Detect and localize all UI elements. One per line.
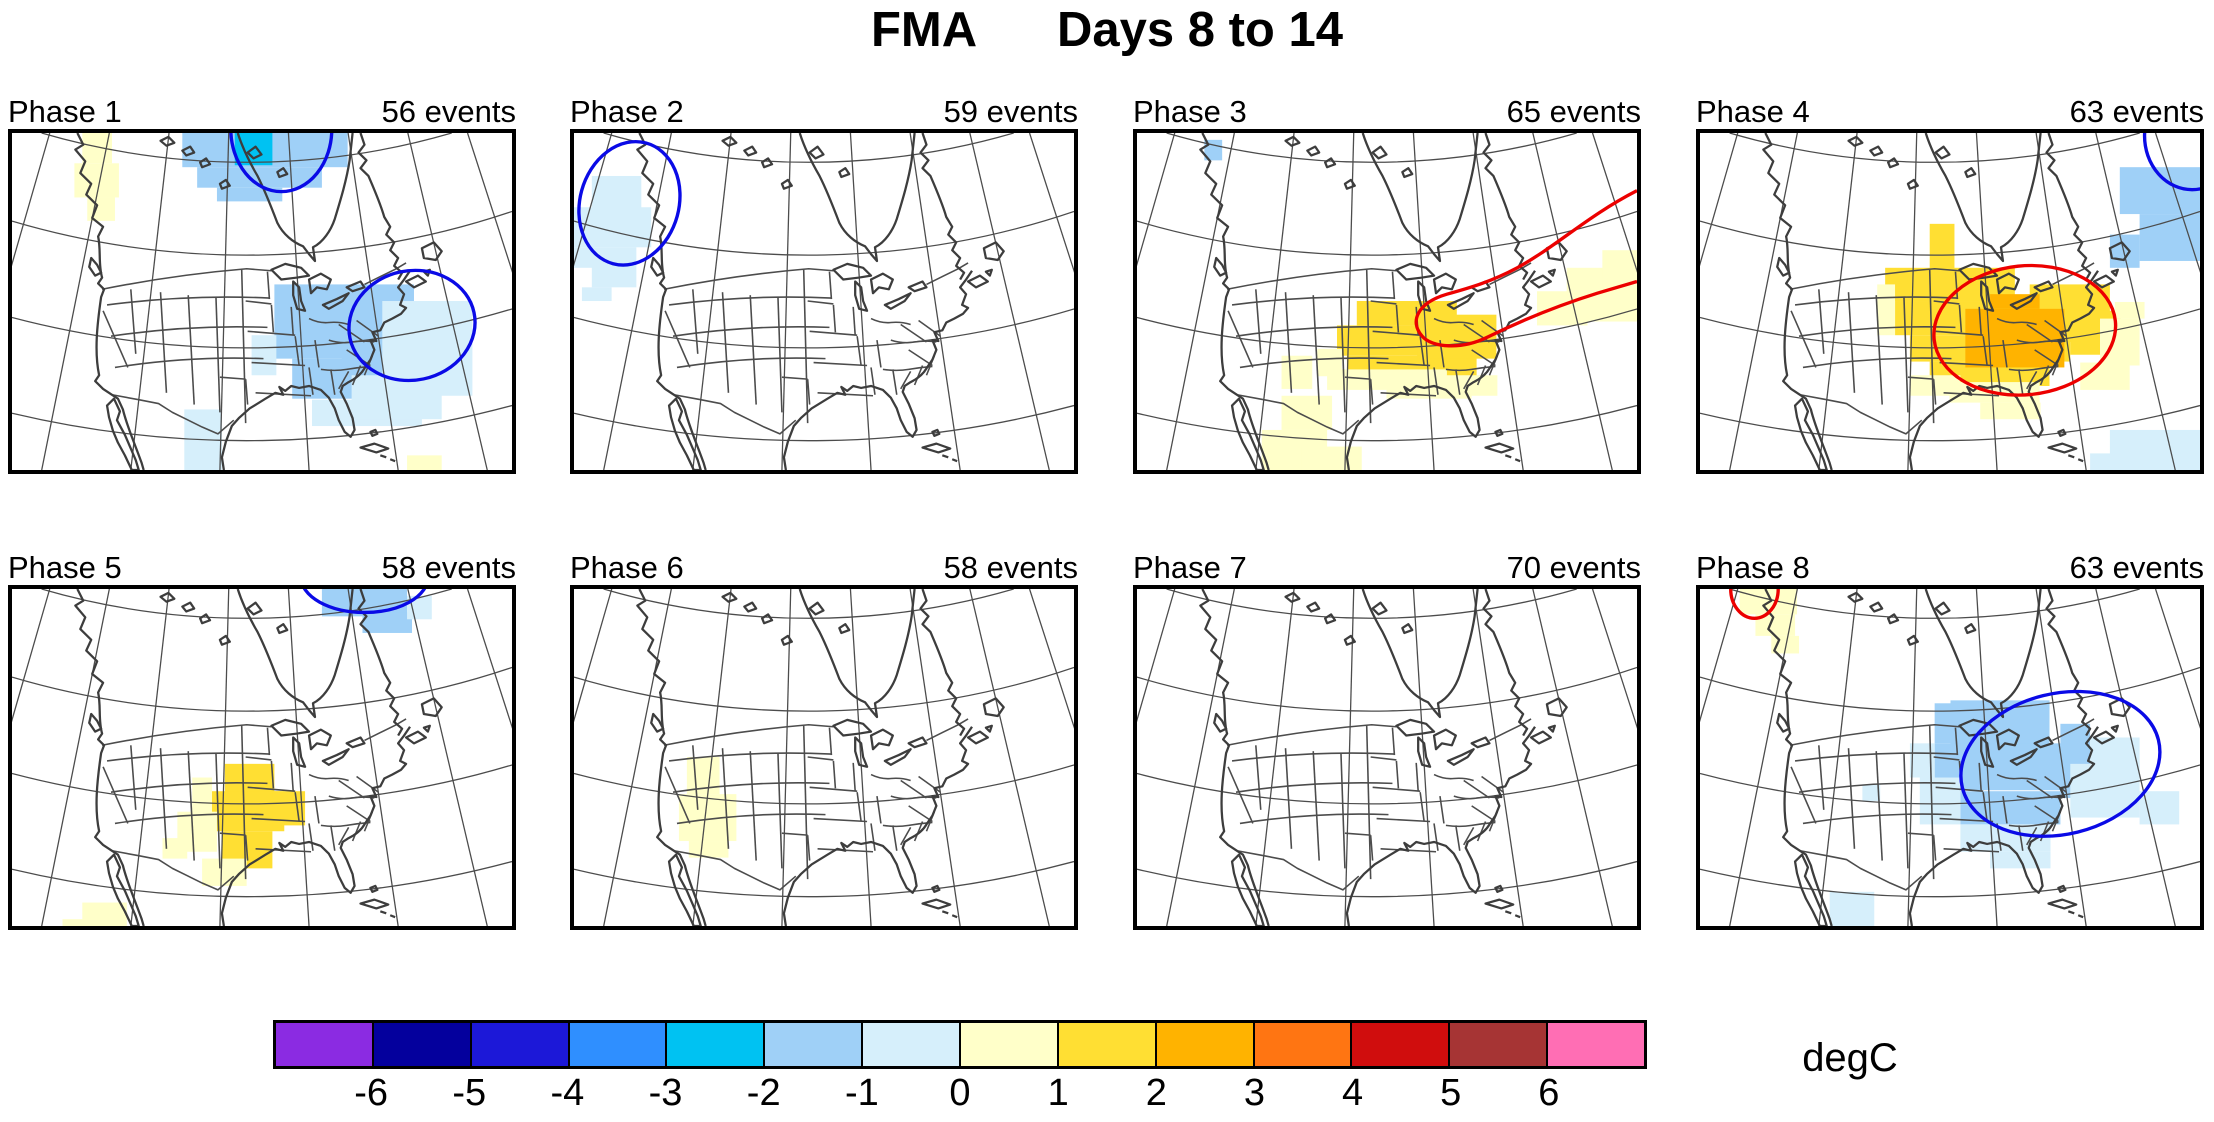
colorbar-tick--6: -6: [354, 1072, 389, 1114]
colorbar-tick-5: 5: [1440, 1072, 1462, 1114]
phase-label: Phase 8: [1696, 550, 1810, 585]
colorbar-tick--1: -1: [844, 1072, 879, 1114]
colorbar-cell-7: [861, 1023, 960, 1066]
phase-label: Phase 3: [1133, 94, 1247, 129]
colorbar-tick-0: 0: [949, 1072, 971, 1114]
colorbar-cell-11: [1252, 1023, 1351, 1066]
anomaly-map: [8, 129, 516, 474]
phase-label: Phase 7: [1133, 550, 1247, 585]
colorbar-tick-2: 2: [1145, 1072, 1167, 1114]
colorbar-cell-2: [371, 1023, 470, 1066]
colorbar-cell-8: [959, 1023, 1057, 1066]
panel-header: Phase 7 70 events: [1133, 551, 1641, 585]
colorbar-tick-4: 4: [1341, 1072, 1364, 1114]
colorbar-cell-10: [1154, 1023, 1253, 1066]
panel-header: Phase 4 63 events: [1696, 95, 2204, 129]
event-count: 63 events: [2069, 550, 2204, 585]
colorbar-cell-5: [665, 1023, 764, 1066]
phase-panel-1: Phase 1 56 events: [8, 95, 516, 477]
colorbar-tick-1: 1: [1047, 1072, 1069, 1114]
anomaly-map: [1696, 129, 2204, 474]
event-count: 63 events: [2069, 94, 2204, 129]
colorbar-cell-13: [1448, 1023, 1547, 1066]
anomaly-map: [570, 129, 1078, 474]
panel-header: Phase 1 56 events: [8, 95, 516, 129]
colorbar-cell-1: [276, 1023, 372, 1066]
colorbar-cell-9: [1056, 1023, 1155, 1066]
anomaly-map: [1696, 585, 2204, 930]
panel-header: Phase 2 59 events: [570, 95, 1078, 129]
phase-label: Phase 6: [570, 550, 684, 585]
phase-panel-7: Phase 7 70 events: [1133, 551, 1641, 933]
anomaly-map: [570, 585, 1078, 930]
event-count: 65 events: [1506, 94, 1641, 129]
panel-header: Phase 6 58 events: [570, 551, 1078, 585]
panel-header: Phase 8 63 events: [1696, 551, 2204, 585]
colorbar-cell-6: [763, 1023, 862, 1066]
colorbar: [273, 1020, 1647, 1069]
event-count: 56 events: [381, 94, 516, 129]
colorbar-tick--3: -3: [648, 1072, 683, 1114]
phase-panel-5: Phase 5 58 events: [8, 551, 516, 933]
panel-header: Phase 5 58 events: [8, 551, 516, 585]
figure-title: FMA Days 8 to 14: [871, 3, 1343, 57]
event-count: 58 events: [943, 550, 1078, 585]
colorbar-cell-4: [567, 1023, 666, 1066]
event-count: 70 events: [1506, 550, 1641, 585]
phase-panel-6: Phase 6 58 events: [570, 551, 1078, 933]
colorbar-cell-3: [469, 1023, 568, 1066]
colorbar-tick-3: 3: [1243, 1072, 1265, 1114]
colorbar-cell-12: [1350, 1023, 1449, 1066]
anomaly-map: [1133, 585, 1641, 930]
phase-panel-4: Phase 4 63 events: [1696, 95, 2204, 477]
phase-panel-8: Phase 8 63 events: [1696, 551, 2204, 933]
colorbar-tick--2: -2: [746, 1072, 781, 1114]
phase-panel-2: Phase 2 59 events: [570, 95, 1078, 477]
event-count: 59 events: [943, 94, 1078, 129]
phase-label: Phase 1: [8, 94, 122, 129]
anomaly-map: [1133, 129, 1641, 474]
panel-header: Phase 3 65 events: [1133, 95, 1641, 129]
colorbar-tick--4: -4: [550, 1072, 585, 1114]
phase-label: Phase 4: [1696, 94, 1810, 129]
phase-panel-3: Phase 3 65 events: [1133, 95, 1641, 477]
colorbar-cell-14: [1546, 1023, 1645, 1066]
colorbar-tick--5: -5: [452, 1072, 487, 1114]
anomaly-map: [8, 585, 516, 930]
phase-label: Phase 5: [8, 550, 122, 585]
colorbar-tick-6: 6: [1538, 1072, 1560, 1114]
colorbar-unit-label: degC: [1802, 1036, 1898, 1080]
phase-label: Phase 2: [570, 94, 684, 129]
event-count: 58 events: [381, 550, 516, 585]
